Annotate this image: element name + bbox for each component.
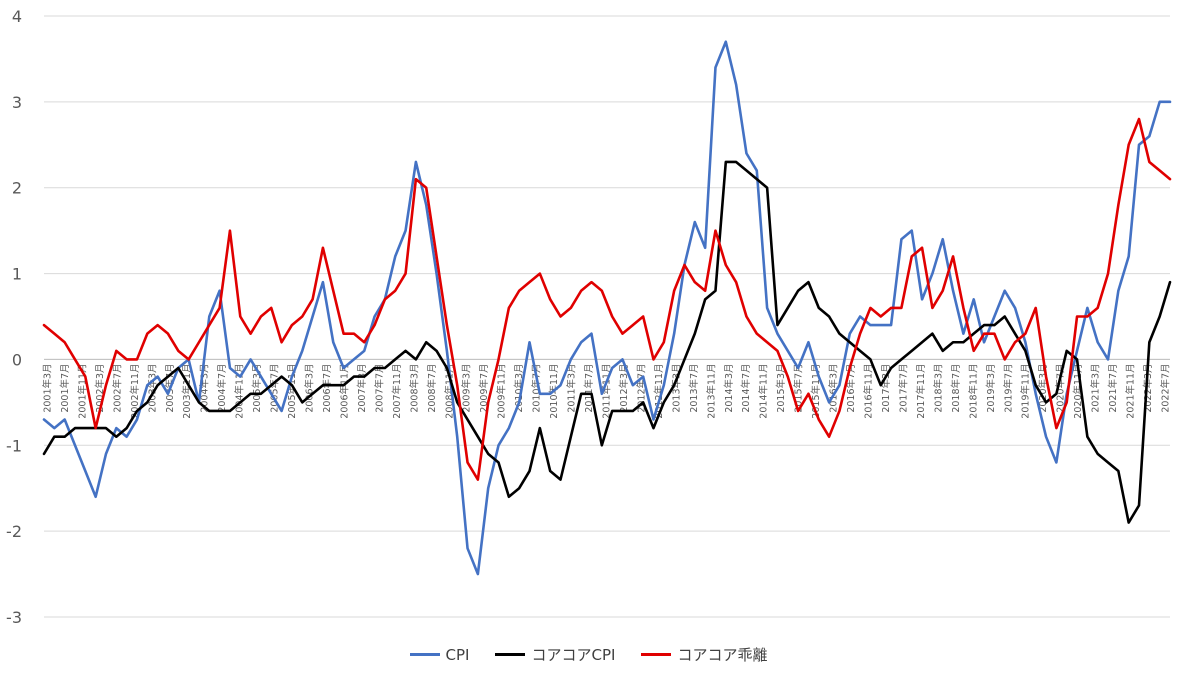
y-tick-label: -3 [6, 608, 22, 627]
x-tick-label: 2013年11月 [705, 363, 717, 418]
legend-label-core-core-cpi: コアコアCPI [531, 646, 616, 664]
x-tick-label: 2013年7月 [688, 363, 700, 412]
x-tick-label: 2019年3月 [985, 363, 997, 412]
x-tick-label: 2021年3月 [1090, 363, 1102, 412]
x-tick-label: 2002年11月 [129, 363, 141, 418]
series-line-2 [42, 117, 1172, 481]
x-tick-label: 2018年3月 [932, 363, 944, 412]
x-tick-label: 2007年11月 [391, 363, 403, 418]
legend-label-core-core-gap: コアコア乖離 [677, 646, 768, 664]
x-tick-label: 2002年7月 [111, 363, 123, 412]
x-tick-label: 2017年7月 [897, 363, 909, 412]
legend-swatch-cpi [409, 653, 440, 656]
x-tick-label: 2018年11月 [967, 363, 979, 418]
legend-swatch-core-core-cpi [495, 653, 526, 656]
x-tick-label: 2019年11月 [1020, 363, 1032, 418]
x-tick-label: 2013年3月 [670, 363, 682, 412]
x-tick-label: 2014年7月 [740, 363, 752, 412]
x-tick-label: 2015年3月 [775, 363, 787, 412]
x-tick-label: 2022年7月 [1160, 363, 1172, 412]
x-tick-label: 2006年3月 [304, 363, 316, 412]
x-tick-label: 2001年3月 [42, 363, 54, 412]
x-tick-label: 2019年7月 [1002, 363, 1014, 412]
x-tick-label: 2006年11月 [338, 363, 350, 418]
x-tick-label: 2016年7月 [845, 363, 857, 412]
x-tick-label: 2009年11月 [496, 363, 508, 418]
x-tick-label: 2007年3月 [356, 363, 368, 412]
x-tick-label: 2005年7月 [269, 363, 281, 412]
y-tick-label: 0 [12, 350, 22, 369]
x-tick-label: 2001年7月 [59, 363, 71, 412]
x-tick-label: 2004年7月 [216, 363, 228, 412]
x-tick-label: 2010年3月 [513, 363, 525, 412]
x-tick-label: 2017年3月 [880, 363, 892, 412]
x-tick-label: 2018年7月 [950, 363, 962, 412]
legend: CPI コアコアCPI コアコア乖離 [0, 644, 1177, 665]
y-tick-label: -2 [6, 522, 22, 541]
x-tick-label: 2014年3月 [723, 363, 735, 412]
y-tick-label: 2 [12, 179, 22, 198]
x-tick-label: 2010年7月 [531, 363, 543, 412]
x-tick-label: 2007年7月 [373, 363, 385, 412]
x-tick-label: 2005年11月 [286, 363, 298, 418]
legend-item-core-core-cpi: コアコアCPI [495, 644, 615, 665]
x-tick-label: 2021年7月 [1107, 363, 1119, 412]
x-tick-label: 2009年7月 [478, 363, 490, 412]
series-line-0 [42, 40, 1172, 576]
legend-label-cpi: CPI [445, 645, 470, 664]
x-tick-label: 2012年7月 [635, 363, 647, 412]
y-tick-label: 1 [12, 265, 22, 284]
x-tick-label: 2021年11月 [1125, 363, 1137, 418]
x-tick-label: 2008年3月 [408, 363, 420, 412]
x-tick-label: 2009年3月 [461, 363, 473, 412]
legend-item-core-core-gap: コアコア乖離 [641, 644, 767, 665]
x-tick-label: 2008年7月 [426, 363, 438, 412]
y-tick-label: 3 [12, 93, 22, 112]
y-tick-label: 4 [12, 7, 22, 26]
x-tick-label: 2020年11月 [1072, 363, 1084, 418]
x-tick-label: 2014年11月 [758, 363, 770, 418]
x-tick-label: 2017年11月 [915, 363, 927, 418]
x-tick-label: 2020年7月 [1055, 363, 1067, 412]
legend-item-cpi: CPI [409, 644, 470, 665]
x-tick-label: 2006年7月 [321, 363, 333, 412]
legend-swatch-core-core-gap [641, 653, 672, 656]
x-tick-label: 2011年3月 [566, 363, 578, 412]
y-tick-label: -1 [6, 436, 22, 455]
x-tick-label: 2016年11月 [863, 363, 875, 418]
series-line-1 [42, 160, 1172, 524]
x-tick-label: 2012年3月 [618, 363, 630, 412]
